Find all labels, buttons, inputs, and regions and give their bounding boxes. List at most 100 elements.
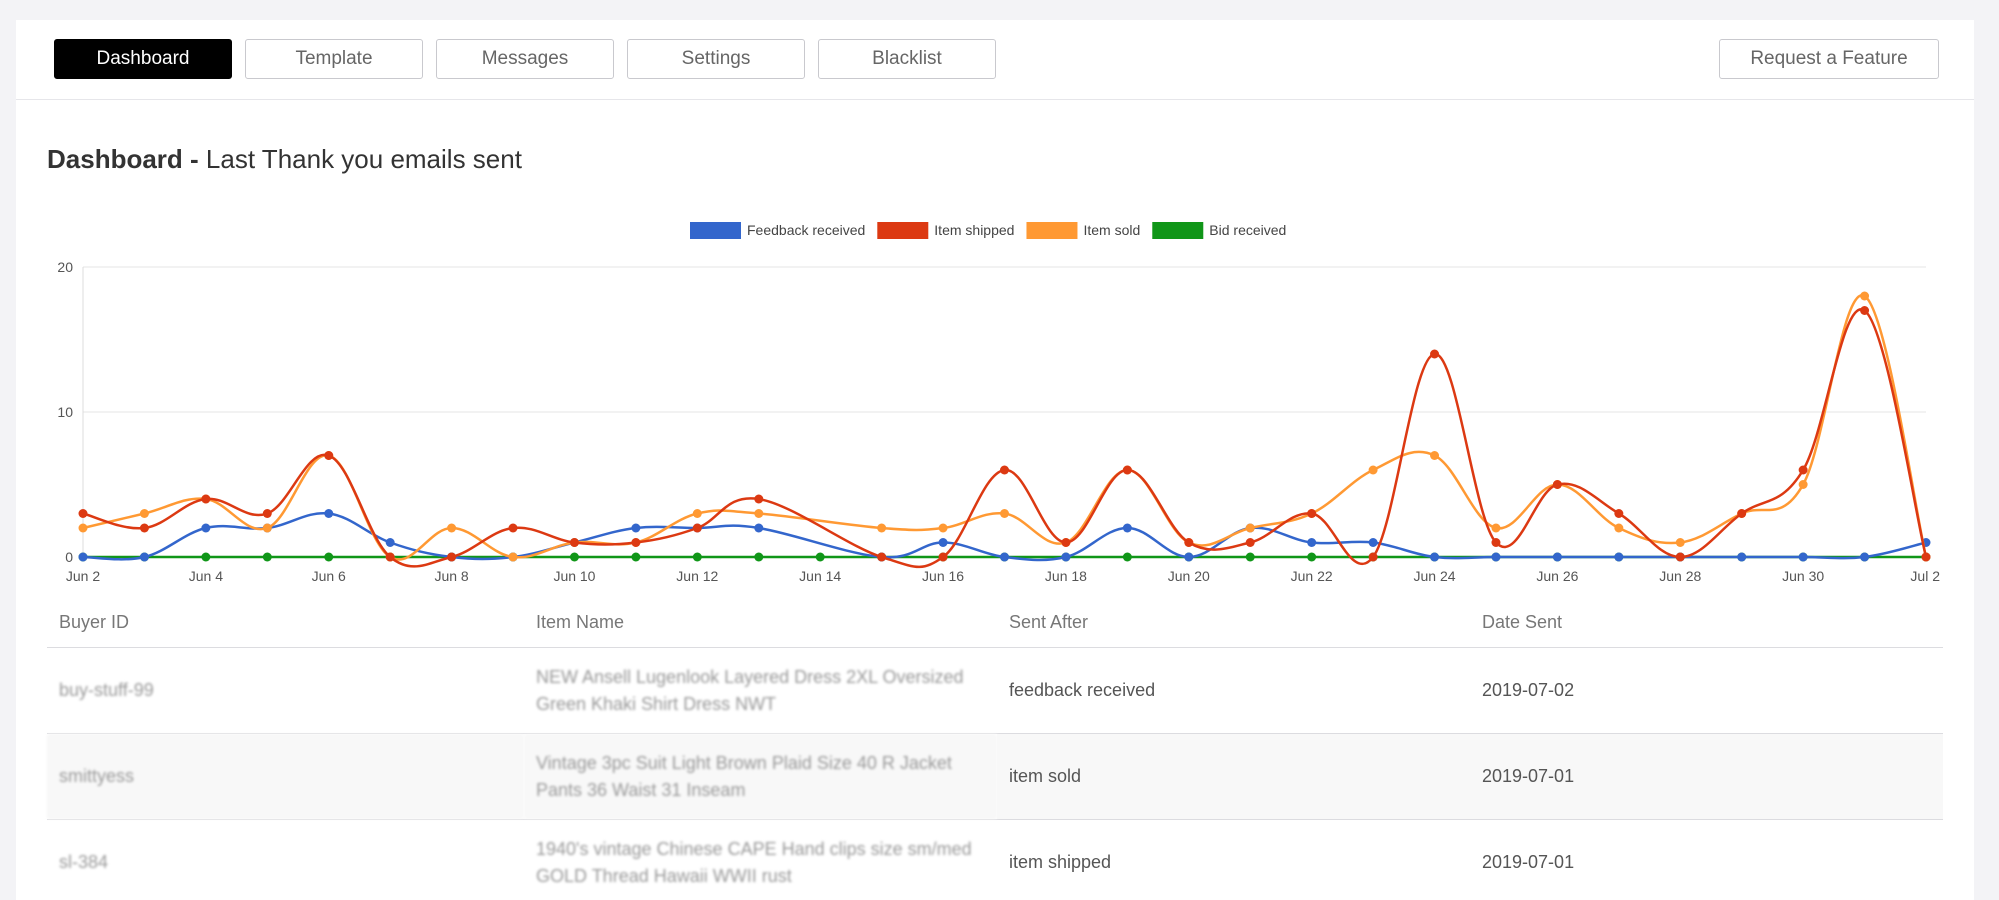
x-tick-label: Jun 4 [189,568,223,584]
x-tick-label: Jun 30 [1782,568,1824,584]
data-point [508,523,518,533]
y-tick-label: 10 [57,404,73,420]
data-point [754,523,764,533]
header-sent-after: Sent After [997,590,1470,648]
data-point [1368,552,1378,562]
data-point [1245,523,1255,533]
data-point [1430,552,1440,562]
date-sent-cell: 2019-07-01 [1470,819,1943,900]
data-point [1860,306,1870,315]
data-point [569,552,579,562]
y-tick-label: 20 [57,259,73,275]
data-point [1430,451,1440,460]
data-point [815,552,825,562]
data-point [78,509,88,518]
data-point [692,552,702,562]
x-tick-label: Jun 10 [553,568,595,584]
data-point [1430,349,1440,359]
data-point [1491,538,1501,547]
data-point [139,509,149,518]
data-point [1061,538,1071,547]
tab-settings[interactable]: Settings [627,39,805,79]
legend-swatch [1026,222,1078,239]
data-point [1184,552,1194,562]
data-point [201,494,211,504]
data-point [938,538,948,547]
legend-label: Item shipped [934,222,1014,238]
table-row[interactable]: buy-stuff-99 NEW Ansell Lugenlook Layere… [47,647,1943,734]
table-row[interactable]: sl-384 1940's vintage Chinese CAPE Hand … [47,819,1943,900]
data-point [692,523,702,533]
x-tick-label: Jun 28 [1659,568,1701,584]
tab-blacklist[interactable]: Blacklist [818,39,996,79]
sent-after-cell: item sold [997,733,1470,820]
data-point [1860,291,1870,301]
data-point [1614,552,1624,562]
x-tick-label: Jun 18 [1045,568,1087,584]
data-point [139,552,149,562]
item-name-cell: 1940's vintage Chinese CAPE Hand clips s… [524,819,997,900]
x-tick-label: Jun 20 [1168,568,1210,584]
date-sent-cell: 2019-07-02 [1470,647,1943,734]
data-point [1000,465,1009,475]
buyer-id-cell: sl-384 [47,819,524,900]
page-title-rest: Last Thank you emails sent [198,144,522,174]
data-point [78,523,88,533]
data-point [938,523,948,533]
tab-template[interactable]: Template [245,39,423,79]
data-point [385,552,395,562]
tab-dashboard[interactable]: Dashboard [54,39,232,79]
data-point [1921,552,1931,562]
data-point [1798,552,1808,562]
data-point [1122,465,1132,475]
data-point [1552,552,1562,562]
data-point [1491,523,1501,533]
data-point [1860,552,1870,562]
data-point [78,552,88,562]
dashboard-panel: Dashboard Template Messages Settings Bla… [16,20,1974,900]
date-sent-cell: 2019-07-01 [1470,733,1943,820]
data-point [754,552,764,562]
page-title: Dashboard - Last Thank you emails sent [47,144,522,175]
data-point [631,552,641,562]
data-point [1368,538,1378,547]
data-point [447,552,457,562]
legend-label: Bid received [1209,222,1286,238]
data-point [385,538,395,547]
emails-line-chart: 0 10 20 Jun 2 Jun 4 Jun 6 Jun 8 Jun 10 Jun 12 Jun… [57,222,1940,584]
buyer-id-cell: buy-stuff-99 [47,647,524,734]
data-point [324,451,334,460]
data-point [1245,538,1255,547]
data-point [754,494,764,504]
data-point [1368,465,1378,475]
header-date-sent: Date Sent [1470,590,1943,648]
item-name-cell: Vintage 3pc Suit Light Brown Plaid Size … [524,733,997,820]
data-point [1307,509,1317,518]
data-point [201,523,211,533]
x-tick-label: Jun 26 [1536,568,1578,584]
data-point [1245,552,1255,562]
data-point [508,552,518,562]
page-title-bold: Dashboard - [47,144,199,174]
sent-after-cell: feedback received [997,647,1470,734]
sent-after-cell: item shipped [997,819,1470,900]
data-point [754,509,764,518]
request-feature-button[interactable]: Request a Feature [1719,39,1939,79]
data-point [1000,509,1009,518]
data-point [1491,552,1501,562]
data-point [1614,523,1624,533]
data-point [1798,465,1808,475]
tab-messages[interactable]: Messages [436,39,614,79]
data-point [877,552,887,562]
data-point [201,552,211,562]
table-row[interactable]: smittyess Vintage 3pc Suit Light Brown P… [47,733,1943,820]
top-navbar: Dashboard Template Messages Settings Bla… [16,20,1974,100]
legend-label: Item sold [1083,222,1140,238]
data-point [1675,538,1685,547]
data-point [262,523,272,533]
x-tick-label: Jul 2 [1910,568,1940,584]
data-point [692,509,702,518]
data-point [877,523,887,533]
data-point [1061,552,1071,562]
data-point [1307,538,1317,547]
